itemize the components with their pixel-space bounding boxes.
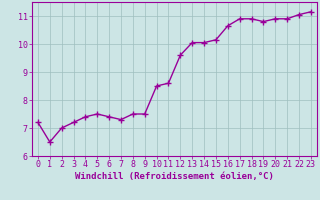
X-axis label: Windchill (Refroidissement éolien,°C): Windchill (Refroidissement éolien,°C) (75, 172, 274, 181)
